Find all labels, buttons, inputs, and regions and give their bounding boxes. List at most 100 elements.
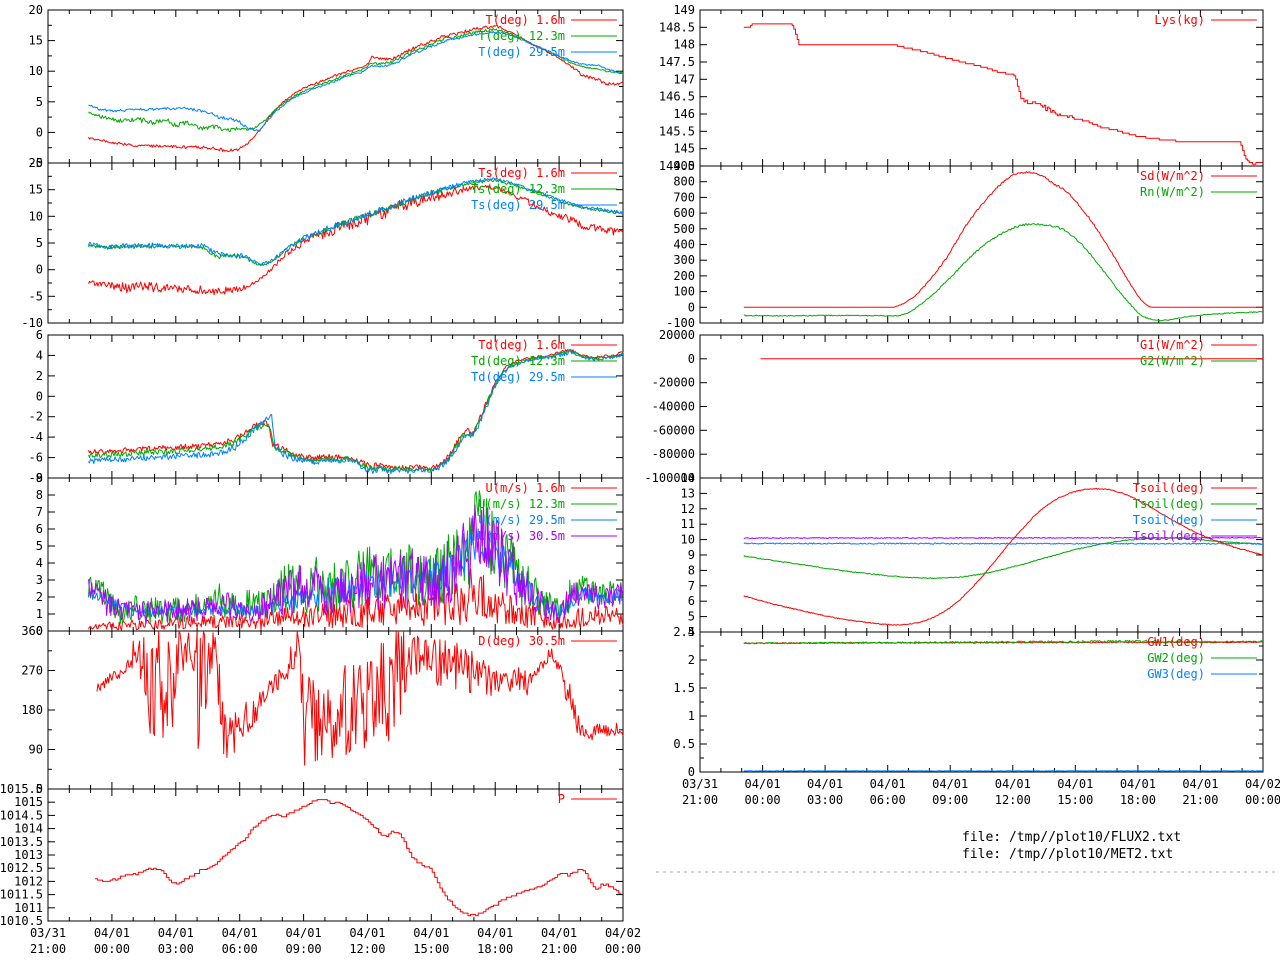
U-series-U 29.5m xyxy=(88,528,624,618)
y-tick-label: -8 xyxy=(29,471,43,485)
x-tick-label-date: 04/01 xyxy=(807,777,843,791)
y-tick-label: -100 xyxy=(666,316,695,330)
P-frame xyxy=(47,788,624,922)
y-tick-label: -10 xyxy=(21,316,43,330)
y-tick-label: 6 xyxy=(36,328,43,342)
U-series-U 30.5m xyxy=(88,500,624,624)
x-tick-label-time: 09:00 xyxy=(286,942,322,956)
y-tick-label: 0 xyxy=(36,782,43,796)
Td-series-Td 29.5m xyxy=(88,350,624,474)
y-tick-label: 0 xyxy=(688,300,695,314)
x-tick-label-time: 15:00 xyxy=(413,942,449,956)
x-tick-label-date: 04/01 xyxy=(1120,777,1156,791)
y-tick-label: 2 xyxy=(688,653,695,667)
legend-label: P xyxy=(558,792,565,806)
y-tick-label: 8 xyxy=(36,488,43,502)
y-tick-label: 9 xyxy=(688,548,695,562)
y-tick-label: 9 xyxy=(36,471,43,485)
y-tick-label: 145.5 xyxy=(659,124,695,138)
y-tick-label: 2.5 xyxy=(673,625,695,639)
y-tick-label: 13 xyxy=(681,486,695,500)
panel-GW: 0 0.5 1 1.5 2 2.5 03/31 21:00 04/01 00:00 04/01 03:… xyxy=(673,625,1280,807)
legend-label: G1(W/m^2) xyxy=(1140,338,1205,352)
x-tick-label-date: 04/01 xyxy=(413,926,449,940)
y-tick-label: -20000 xyxy=(652,376,695,390)
y-tick-label: 7 xyxy=(36,505,43,519)
y-tick-label: 900 xyxy=(673,159,695,173)
y-tick-label: 0 xyxy=(688,765,695,779)
y-tick-label: 1011.5 xyxy=(0,888,43,902)
legend-label: U(m/s) 1.6m xyxy=(486,481,565,495)
legend-label: T(deg) 1.6m xyxy=(486,13,565,27)
legend-label: GW3(deg) xyxy=(1147,667,1205,681)
x-tick-label-time: 21:00 xyxy=(1182,793,1218,807)
y-tick-label: 2 xyxy=(36,590,43,604)
y-tick-label: 0.5 xyxy=(673,737,695,751)
legend-label: Tsoil(deg) xyxy=(1133,529,1205,543)
y-tick-label: 0 xyxy=(36,624,43,638)
y-tick-label: 8 xyxy=(688,563,695,577)
x-tick-label-time: 06:00 xyxy=(870,793,906,807)
x-tick-label-time: 09:00 xyxy=(932,793,968,807)
y-tick-label: 1013.5 xyxy=(0,835,43,849)
P-series-P xyxy=(94,799,622,917)
y-tick-label: 1015 xyxy=(14,795,43,809)
x-tick-label-date: 04/01 xyxy=(1182,777,1218,791)
y-tick-label: 500 xyxy=(673,222,695,236)
Rad-series-Sd xyxy=(743,171,1263,308)
Lys-frame xyxy=(699,9,1264,167)
Ts-series-Ts 1.6m xyxy=(88,184,624,296)
y-tick-label: -4 xyxy=(29,430,43,444)
y-tick-label: 3 xyxy=(36,573,43,587)
legend-label: G2(W/m^2) xyxy=(1140,354,1205,368)
x-tick-label-time: 00:00 xyxy=(1245,793,1280,807)
legend-label: GW2(deg) xyxy=(1147,651,1205,665)
footer-file-line1: file: /tmp//plot10/FLUX2.txt xyxy=(962,830,1181,845)
legend-label: D(deg) 30.5m xyxy=(478,634,565,648)
y-tick-label: -5 xyxy=(29,289,43,303)
y-tick-label: 180 xyxy=(21,703,43,717)
legend-label: U(m/s) 29.5m xyxy=(478,513,565,527)
panel-U: 0 1 2 3 4 5 6 7 8 9 U(m/s) 1.6m U(m/s) 12.3m U(m/s) … xyxy=(36,471,624,638)
y-tick-label: -60000 xyxy=(652,423,695,437)
x-tick-label-date: 04/01 xyxy=(995,777,1031,791)
y-tick-label: 5 xyxy=(688,610,695,624)
y-tick-label: 11 xyxy=(681,517,695,531)
U-series-U 12.3m xyxy=(88,490,624,625)
x-tick-label-date: 04/01 xyxy=(541,926,577,940)
legend-label: GW1(deg) xyxy=(1147,635,1205,649)
panel-G: -100000 -80000 -60000 -40000 -20000 0 20000 G1(… xyxy=(644,328,1264,485)
x-tick-label-time: 18:00 xyxy=(477,942,513,956)
y-tick-label: 1012.5 xyxy=(0,861,43,875)
x-tick-label-date: 03/31 xyxy=(30,926,66,940)
y-tick-label: 0 xyxy=(688,352,695,366)
y-tick-label: 1010.5 xyxy=(0,914,43,928)
y-tick-label: 146.5 xyxy=(659,90,695,104)
y-tick-label: -100000 xyxy=(644,471,695,485)
y-tick-label: 700 xyxy=(673,190,695,204)
panel-Rad: -1000100200300400500600700800900Sd(W/m^2… xyxy=(666,159,1264,330)
y-tick-label: 10 xyxy=(29,64,43,78)
y-tick-label: 4 xyxy=(36,556,43,570)
y-tick-label: 5 xyxy=(36,95,43,109)
x-tick-label-time: 00:00 xyxy=(605,942,641,956)
x-tick-label-time: 12:00 xyxy=(995,793,1031,807)
x-tick-label-date: 04/01 xyxy=(349,926,385,940)
y-tick-label: 1014.5 xyxy=(0,808,43,822)
y-tick-label: 1 xyxy=(36,607,43,621)
x-tick-label-date: 04/02 xyxy=(1245,777,1280,791)
x-tick-label-time: 06:00 xyxy=(222,942,258,956)
y-tick-label: 147 xyxy=(673,72,695,86)
Tsoil-series-Tsoil 1 xyxy=(743,487,1264,626)
Rad-series-Rn xyxy=(743,223,1264,322)
y-tick-label: 7 xyxy=(688,579,695,593)
y-tick-label: 148.5 xyxy=(659,20,695,34)
y-tick-label: 144.5 xyxy=(659,159,695,173)
x-tick-label-time: 00:00 xyxy=(94,942,130,956)
y-tick-label: 0 xyxy=(36,263,43,277)
y-tick-label: 6 xyxy=(36,522,43,536)
Tsoil-series-Tsoil 3 xyxy=(743,542,1264,545)
legend-label: U(m/s) 12.3m xyxy=(478,497,565,511)
